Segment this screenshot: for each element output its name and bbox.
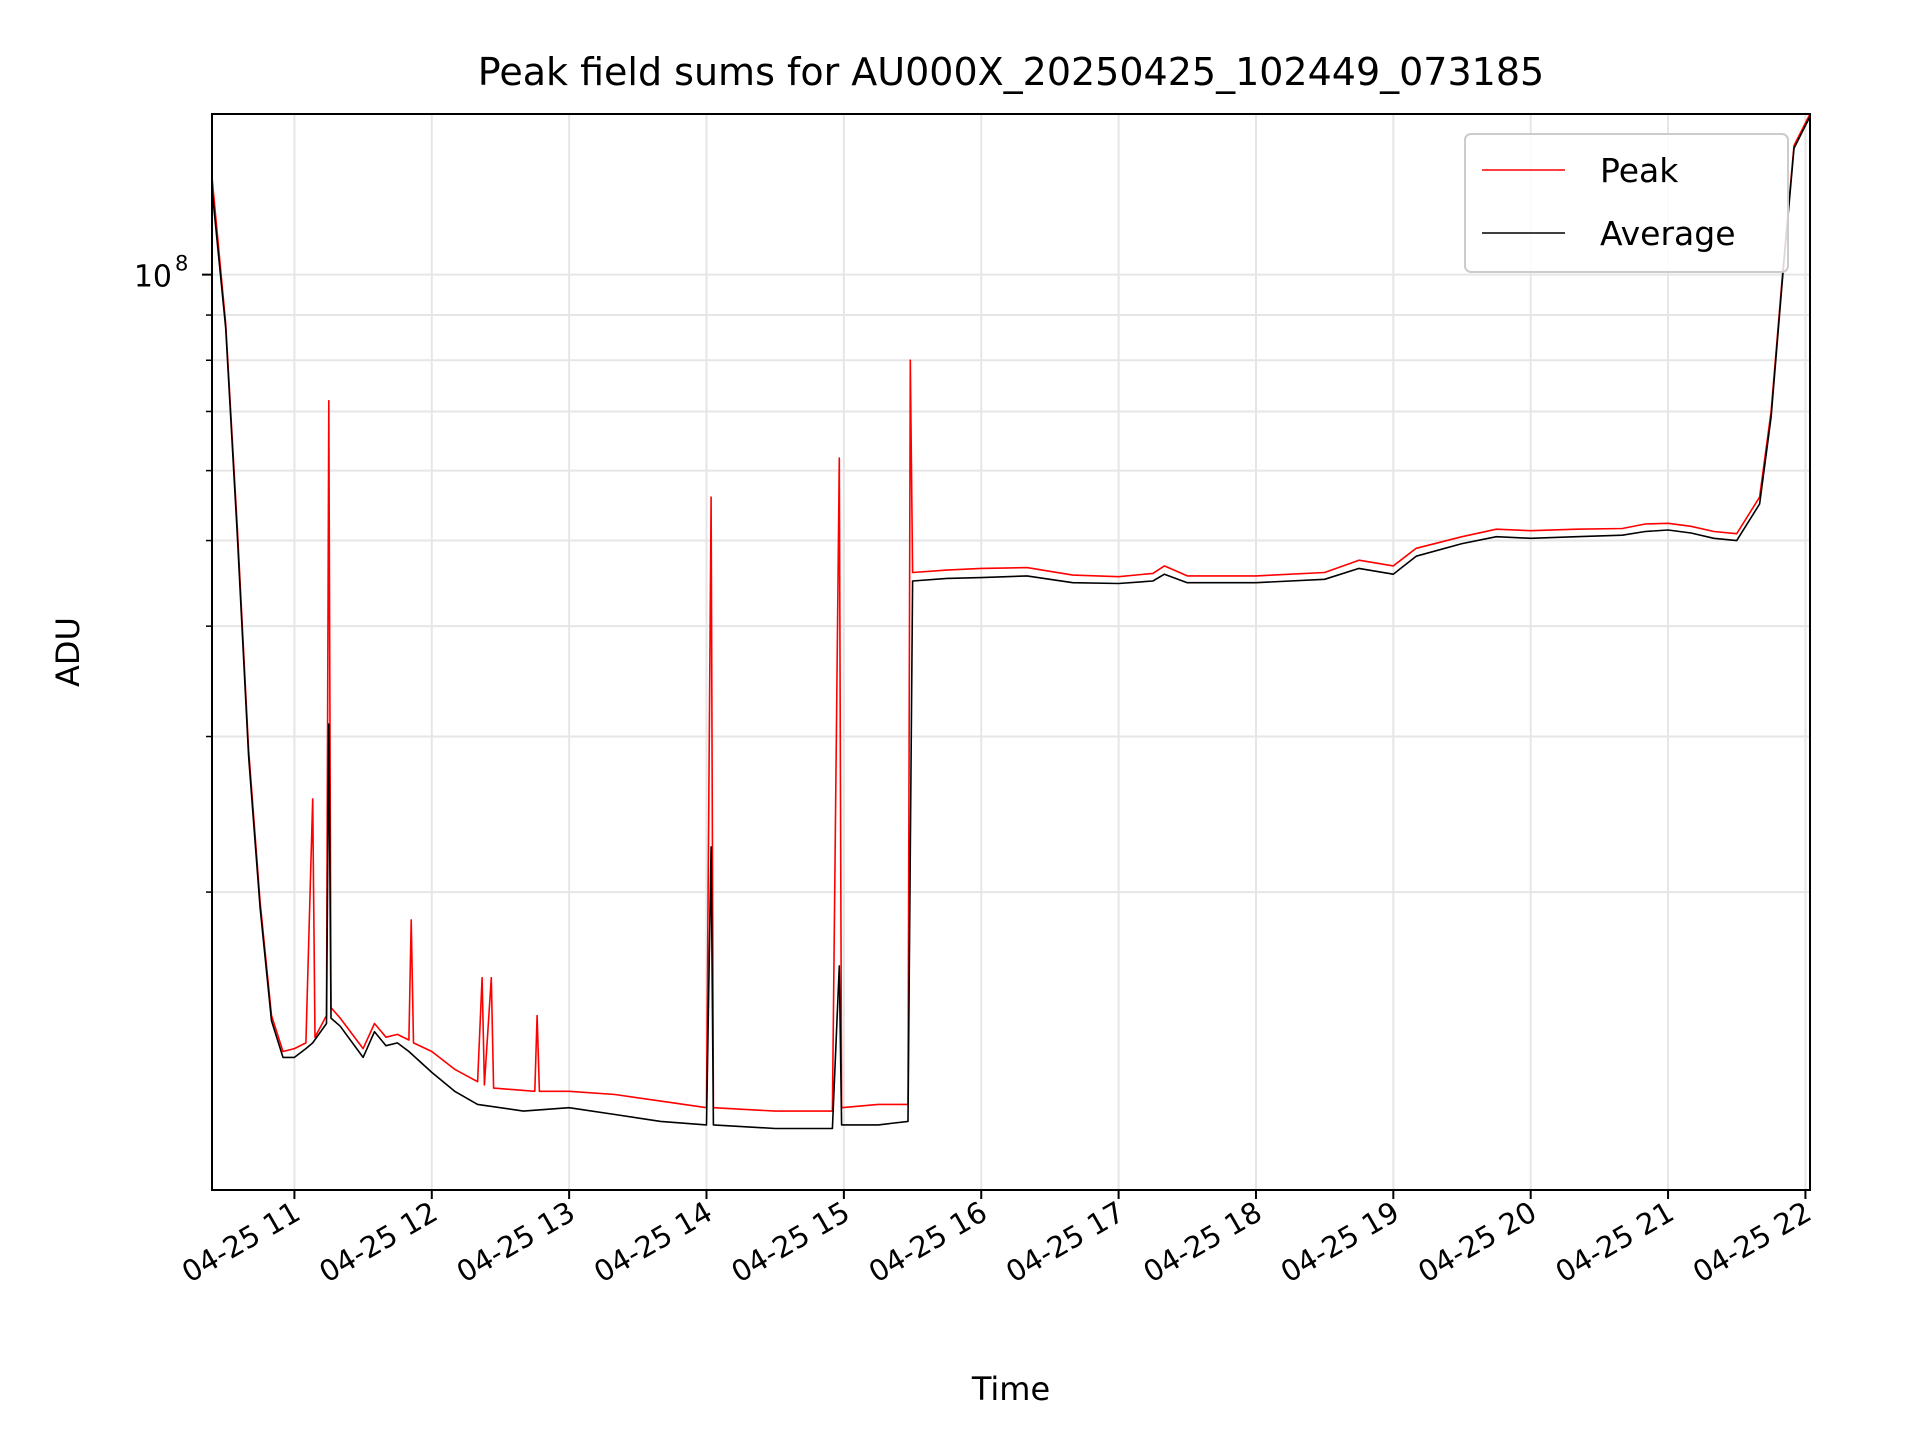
y-tick-label: 10 bbox=[134, 260, 172, 295]
legend: Peak Average bbox=[1464, 133, 1789, 273]
plot-frame bbox=[211, 113, 1811, 1191]
grid bbox=[212, 114, 1810, 1190]
legend-label-peak: Peak bbox=[1600, 151, 1679, 190]
series-line-peak bbox=[211, 113, 1811, 1112]
y-axis-label: ADU bbox=[49, 617, 87, 687]
y-tick-label-base: 10 bbox=[134, 260, 172, 295]
legend-label-average: Average bbox=[1600, 214, 1736, 253]
series-layer bbox=[211, 113, 1811, 1130]
series-line-average bbox=[211, 116, 1811, 1130]
x-axis-label: Time bbox=[971, 1370, 1050, 1408]
chart-title: Peak field sums for AU000X_20250425_1024… bbox=[478, 50, 1544, 94]
y-tick-label-exponent: 8 bbox=[175, 252, 188, 276]
legend-box bbox=[1464, 133, 1789, 273]
